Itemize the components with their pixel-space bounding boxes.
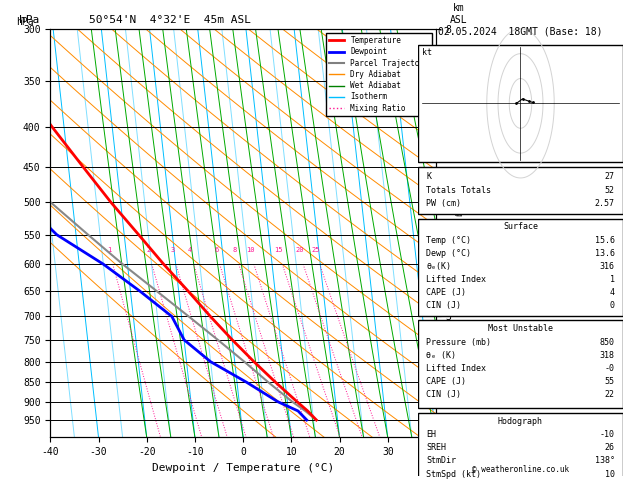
Text: kt: kt: [423, 48, 432, 57]
Text: K: K: [426, 172, 431, 181]
Text: 10: 10: [246, 247, 255, 253]
Legend: Temperature, Dewpoint, Parcel Trajectory, Dry Adiabat, Wet Adiabat, Isotherm, Mi: Temperature, Dewpoint, Parcel Trajectory…: [326, 33, 432, 116]
Bar: [418, 167, 623, 214]
Text: 138°: 138°: [594, 456, 615, 466]
Text: PW (cm): PW (cm): [426, 199, 462, 208]
Text: Pressure (mb): Pressure (mb): [426, 337, 491, 347]
Text: 2: 2: [147, 247, 151, 253]
Text: Totals Totals: Totals Totals: [426, 186, 491, 195]
Text: 15.6: 15.6: [594, 236, 615, 245]
Text: CAPE (J): CAPE (J): [426, 377, 467, 386]
Bar: [418, 320, 623, 408]
Text: © weatheronline.co.uk: © weatheronline.co.uk: [472, 465, 569, 474]
Text: 02.05.2024  18GMT (Base: 18): 02.05.2024 18GMT (Base: 18): [438, 27, 603, 36]
Text: CAPE (J): CAPE (J): [426, 288, 467, 297]
Text: 0: 0: [610, 301, 615, 311]
Text: Hodograph: Hodograph: [498, 417, 543, 426]
Text: 27: 27: [604, 172, 615, 181]
Text: hPa: hPa: [16, 17, 34, 27]
Text: 1: 1: [610, 275, 615, 284]
Text: 13.6: 13.6: [594, 249, 615, 258]
Text: -0: -0: [604, 364, 615, 373]
Text: 8: 8: [233, 247, 237, 253]
Text: hPa: hPa: [19, 15, 40, 25]
Text: Surface: Surface: [503, 222, 538, 231]
Y-axis label: Mixing Ratio (g/kg): Mixing Ratio (g/kg): [454, 186, 463, 281]
Text: LCL: LCL: [443, 421, 459, 430]
Text: Dewp (°C): Dewp (°C): [426, 249, 472, 258]
Text: 20: 20: [295, 247, 304, 253]
Text: EH: EH: [426, 430, 437, 439]
Text: 3: 3: [170, 247, 175, 253]
Text: SREH: SREH: [426, 443, 447, 452]
Text: θₑ(K): θₑ(K): [426, 262, 452, 271]
Text: km
ASL: km ASL: [450, 3, 468, 25]
Text: 15: 15: [274, 247, 283, 253]
Text: 25: 25: [311, 247, 320, 253]
Bar: [418, 45, 623, 162]
Text: 22: 22: [604, 390, 615, 399]
Bar: [418, 413, 623, 486]
Text: 850: 850: [599, 337, 615, 347]
Text: 26: 26: [604, 443, 615, 452]
X-axis label: Dewpoint / Temperature (°C): Dewpoint / Temperature (°C): [152, 463, 334, 473]
Text: Temp (°C): Temp (°C): [426, 236, 472, 245]
Text: Lifted Index: Lifted Index: [426, 364, 486, 373]
Text: StmDir: StmDir: [426, 456, 457, 466]
Text: Most Unstable: Most Unstable: [488, 324, 553, 333]
Bar: [418, 219, 623, 316]
Text: 318: 318: [599, 350, 615, 360]
Text: CIN (J): CIN (J): [426, 390, 462, 399]
Text: 50°54'N  4°32'E  45m ASL: 50°54'N 4°32'E 45m ASL: [89, 15, 251, 25]
Text: 10: 10: [604, 469, 615, 479]
Text: 1: 1: [108, 247, 112, 253]
Text: 55: 55: [604, 377, 615, 386]
Text: CIN (J): CIN (J): [426, 301, 462, 311]
Text: 4: 4: [610, 288, 615, 297]
Text: θₑ (K): θₑ (K): [426, 350, 457, 360]
Text: 52: 52: [604, 186, 615, 195]
Text: StmSpd (kt): StmSpd (kt): [426, 469, 481, 479]
Text: Lifted Index: Lifted Index: [426, 275, 486, 284]
Text: 4: 4: [188, 247, 192, 253]
Text: 6: 6: [214, 247, 218, 253]
Text: 316: 316: [599, 262, 615, 271]
Text: -10: -10: [599, 430, 615, 439]
Text: 2.57: 2.57: [594, 199, 615, 208]
